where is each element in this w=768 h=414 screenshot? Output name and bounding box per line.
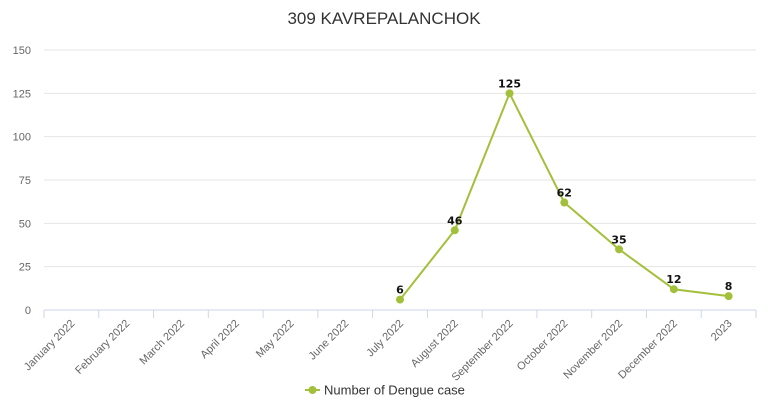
legend-label: Number of Dengue case: [324, 383, 465, 398]
y-tick-label: 0: [25, 305, 31, 317]
legend[interactable]: Number of Dengue case: [305, 383, 465, 398]
data-label-layer: 6 46 125 62 35 12 8: [396, 77, 732, 296]
y-tick-label: 25: [19, 262, 31, 274]
y-tick-label: 100: [13, 132, 31, 144]
data-label: 35: [611, 233, 626, 246]
x-tick-label: September 2022: [450, 318, 516, 384]
x-tick-label: October 2022: [515, 318, 571, 374]
x-tick-label: June 2022: [307, 318, 352, 363]
y-tick-label: 75: [19, 175, 31, 187]
y-tick-label: 125: [13, 88, 31, 100]
data-point: [560, 198, 569, 207]
data-point: [450, 226, 459, 235]
y-tick-label: 50: [19, 218, 31, 230]
legend-dot-marker: [308, 386, 317, 394]
x-tick-label: April 2022: [198, 318, 242, 362]
grid-layer: [44, 49, 756, 268]
series-layer: [396, 89, 733, 304]
x-tick-label: August 2022: [409, 318, 461, 370]
data-label: 46: [447, 214, 463, 227]
data-point: [615, 245, 624, 254]
data-label: 62: [557, 187, 572, 200]
data-point: [724, 292, 733, 301]
x-tick-label: May 2022: [254, 318, 297, 361]
data-label: 125: [498, 77, 521, 90]
data-point: [505, 89, 514, 98]
y-tick-label: 150: [13, 45, 31, 57]
x-tick-label: February 2022: [73, 318, 132, 377]
data-point: [396, 295, 404, 304]
x-tick-label: January 2022: [22, 318, 78, 374]
x-tick-label: July 2022: [364, 318, 406, 360]
chart-title: 309 KAVREPALANCHOK: [287, 9, 481, 28]
x-tick-label: December 2022: [616, 318, 680, 382]
x-tick-label: 2023: [709, 318, 735, 344]
data-label: 8: [725, 280, 733, 293]
x-tick-label: November 2022: [561, 318, 625, 382]
data-label: 12: [666, 273, 681, 286]
data-point: [669, 285, 678, 294]
x-tick-label: March 2022: [137, 318, 187, 368]
data-label: 6: [396, 284, 404, 297]
